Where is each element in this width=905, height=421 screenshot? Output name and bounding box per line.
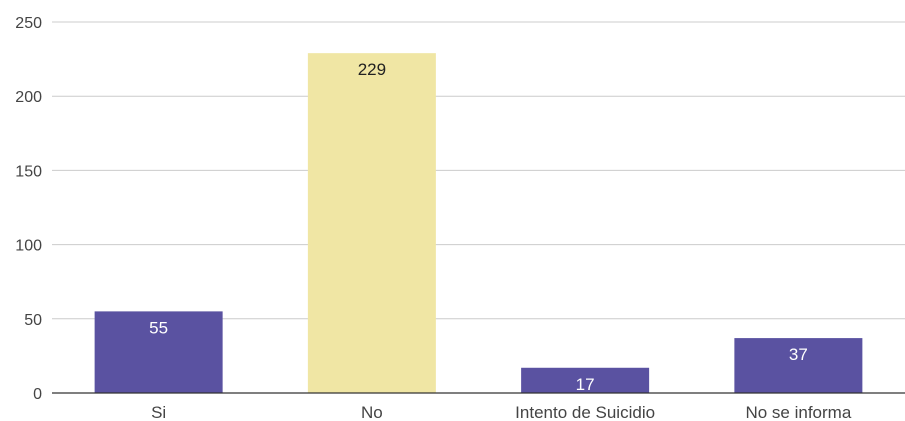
x-category-label: Intento de Suicidio	[515, 403, 655, 421]
bar	[307, 53, 436, 393]
y-tick-label: 200	[15, 89, 42, 106]
x-category-label: No	[361, 403, 383, 421]
y-tick-label: 150	[15, 163, 42, 180]
data-labels: 55 229 17 37	[149, 60, 808, 394]
gridlines	[52, 21, 905, 320]
x-category-label: Si	[151, 403, 166, 421]
y-tick-label: 100	[15, 238, 42, 255]
bar	[521, 367, 650, 393]
data-label: 55	[149, 318, 168, 337]
data-label: 229	[358, 60, 386, 79]
y-axis-tick-labels: 0 50 100 150 200 250	[15, 15, 42, 403]
bar	[734, 338, 863, 393]
bar	[94, 311, 223, 393]
x-axis-category-labels: Si No Intento de Suicidio No se informa	[151, 403, 852, 421]
data-label: 37	[789, 345, 808, 364]
y-tick-label: 0	[33, 386, 42, 403]
y-tick-label: 50	[24, 312, 42, 329]
y-tick-label: 250	[15, 15, 42, 32]
data-label: 17	[576, 375, 595, 394]
bars	[94, 53, 863, 393]
x-category-label: No se informa	[745, 403, 851, 421]
